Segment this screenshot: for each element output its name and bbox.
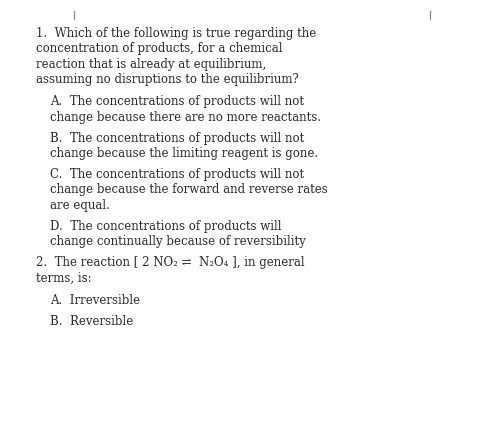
- Text: A.  Irreversible: A. Irreversible: [50, 294, 141, 307]
- Text: D.  The concentrations of products will: D. The concentrations of products will: [50, 220, 282, 233]
- Text: change continually because of reversibility: change continually because of reversibil…: [50, 235, 306, 248]
- Text: change because the limiting reagent is gone.: change because the limiting reagent is g…: [50, 147, 319, 160]
- Text: concentration of products, for a chemical: concentration of products, for a chemica…: [36, 42, 283, 55]
- Text: 2.  The reaction [ 2 NO₂ ⇌  N₂O₄ ], in general: 2. The reaction [ 2 NO₂ ⇌ N₂O₄ ], in gen…: [36, 256, 305, 269]
- Text: are equal.: are equal.: [50, 199, 110, 212]
- Text: B.  Reversible: B. Reversible: [50, 315, 133, 327]
- Text: terms, is:: terms, is:: [36, 272, 92, 284]
- Text: B.  The concentrations of products will not: B. The concentrations of products will n…: [50, 132, 305, 144]
- Text: A.  The concentrations of products will not: A. The concentrations of products will n…: [50, 95, 304, 108]
- Text: change because the forward and reverse rates: change because the forward and reverse r…: [50, 183, 328, 196]
- Text: 1.  Which of the following is true regarding the: 1. Which of the following is true regard…: [36, 27, 316, 39]
- Text: reaction that is already at equilibrium,: reaction that is already at equilibrium,: [36, 58, 266, 70]
- Text: C.  The concentrations of products will not: C. The concentrations of products will n…: [50, 168, 304, 181]
- Text: change because there are no more reactants.: change because there are no more reactan…: [50, 111, 322, 124]
- Text: assuming no disruptions to the equilibrium?: assuming no disruptions to the equilibri…: [36, 73, 299, 86]
